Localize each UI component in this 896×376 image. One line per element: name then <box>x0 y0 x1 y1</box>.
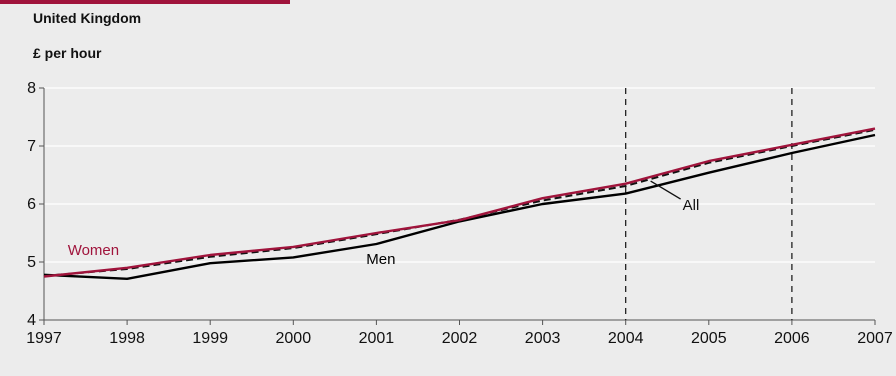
x-tick-label-1999: 1999 <box>192 330 228 347</box>
y-tick-label-6: 6 <box>27 196 36 213</box>
y-tick-label-8: 8 <box>27 80 36 97</box>
x-tick-label-2007: 2007 <box>857 330 893 347</box>
y-axis-label: £ per hour <box>33 45 102 61</box>
y-tick-label-7: 7 <box>27 138 36 155</box>
x-tick-label-2003: 2003 <box>525 330 561 347</box>
chart-subtitle: United Kingdom <box>33 10 142 26</box>
x-tick-label-2004: 2004 <box>608 330 644 347</box>
all-label-leader <box>650 180 681 200</box>
series-label-all: All <box>683 197 700 214</box>
x-tick-label-2000: 2000 <box>276 330 312 347</box>
x-tick-label-2005: 2005 <box>691 330 727 347</box>
x-tick-label-2006: 2006 <box>774 330 810 347</box>
x-tick-label-2001: 2001 <box>359 330 395 347</box>
x-tick-label-1997: 1997 <box>26 330 62 347</box>
series-label-women: Women <box>68 242 119 259</box>
y-tick-label-4: 4 <box>27 312 36 329</box>
series-line-women <box>43 127 876 278</box>
series-label-men: Men <box>366 251 395 268</box>
x-tick-label-2002: 2002 <box>442 330 478 347</box>
y-tick-label-5: 5 <box>27 254 36 271</box>
x-tick-label-1998: 1998 <box>109 330 145 347</box>
title-accent-strip <box>0 0 290 4</box>
